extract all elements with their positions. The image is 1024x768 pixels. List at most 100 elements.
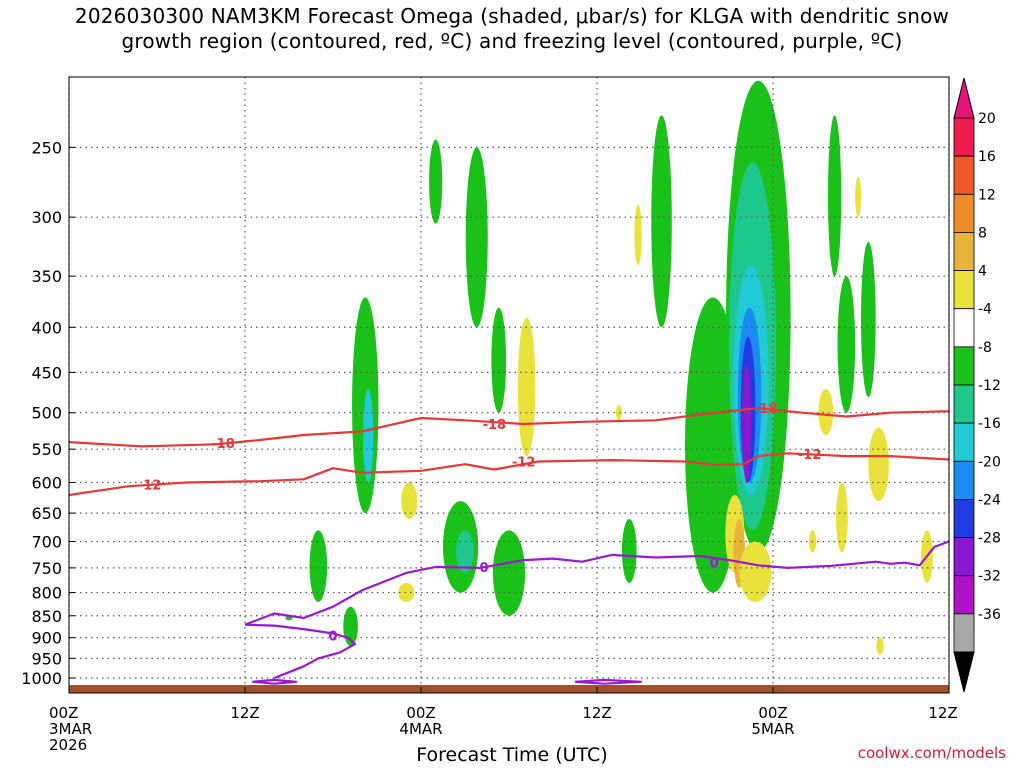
- colorbar-label: -16: [978, 416, 1001, 432]
- colorbar-label: -20: [978, 454, 1001, 470]
- colorbar-swatch: [953, 613, 975, 653]
- colorbar-swatch: [953, 575, 975, 615]
- x-tick-label: 2026: [49, 736, 87, 754]
- y-tick-label: 600: [31, 473, 62, 492]
- colorbar-label: 20: [978, 111, 996, 127]
- y-tick-label: 650: [31, 504, 62, 523]
- colorbar-swatch: [953, 422, 975, 462]
- y-tick-label: 700: [31, 532, 62, 551]
- colorbar-label: 12: [978, 187, 996, 203]
- x-tick-label: 00Z: [406, 704, 435, 722]
- colorbar-bottom-arrow: [953, 651, 975, 693]
- omega-region: [861, 241, 876, 398]
- omega-region: [876, 637, 884, 655]
- plot-gridlines: [68, 77, 950, 693]
- x-tick-label: 12Z: [582, 704, 611, 722]
- colorbar-label: -28: [978, 531, 1001, 547]
- omega-region: [742, 363, 751, 483]
- omega-region: [836, 482, 848, 553]
- contour-label: -12: [798, 448, 822, 463]
- y-tick-label: 850: [31, 607, 62, 626]
- omega-region: [517, 317, 536, 457]
- omega-region: [818, 389, 834, 435]
- omega-region: [739, 541, 772, 603]
- credit-text: coolwx.com/models: [857, 744, 1006, 762]
- y-tick-label: 800: [31, 584, 62, 603]
- colorbar-swatch: [953, 308, 975, 348]
- y-tick-label: 450: [31, 363, 62, 382]
- omega-region: [634, 204, 642, 266]
- omega-region: [309, 530, 328, 603]
- y-tick-label: 900: [31, 629, 62, 648]
- colorbar-swatch: [953, 384, 975, 424]
- contour-label: -18: [483, 418, 507, 433]
- colorbar-swatch: [953, 117, 975, 157]
- omega-region: [492, 530, 526, 616]
- omega-shaded-regions: [285, 80, 933, 655]
- y-tick-label: 400: [31, 318, 62, 337]
- contour-label: 0: [710, 557, 719, 572]
- y-tick-label: 1000: [21, 669, 62, 688]
- omega-region: [343, 606, 358, 647]
- x-tick-label: 12Z: [230, 704, 259, 722]
- y-tick-label: 750: [31, 559, 62, 578]
- omega-region: [491, 307, 507, 413]
- contour-lines: -18 -18 -18 -12 -12 -12 0 0 0: [69, 402, 949, 685]
- omega-region: [837, 276, 856, 413]
- contour-line: [244, 540, 949, 626]
- colorbar-label: -36: [978, 607, 1001, 623]
- y-tick-label: 550: [31, 440, 62, 459]
- x-tick-label: 5MAR: [751, 720, 794, 738]
- colorbar-label: -12: [978, 378, 1001, 394]
- omega-region: [651, 115, 672, 328]
- contour-line: [244, 623, 357, 680]
- colorbar-swatch: [953, 232, 975, 271]
- y-tick-label: 250: [31, 138, 62, 157]
- colorbar-label: -32: [978, 569, 1001, 585]
- x-tick-label: 00Z: [758, 704, 787, 722]
- omega-region: [401, 482, 418, 519]
- colorbar-swatch: [953, 155, 975, 195]
- y-axis-ticks: 250 300 350 400 450 500 550 600 650 700 750 800 850 9…: [21, 138, 75, 688]
- colorbar-label: -4: [978, 302, 992, 318]
- contour-line: [69, 407, 949, 448]
- colorbar-swatch: [953, 460, 975, 500]
- omega-region: [363, 389, 374, 483]
- y-tick-label: 300: [31, 208, 62, 227]
- contour-label: -12: [512, 455, 536, 470]
- x-tick-label: 00Z: [49, 704, 78, 722]
- chart-title-line-1: 2026030300 NAM3KM Forecast Omega (shaded…: [74, 4, 950, 28]
- y-tick-label: 950: [31, 649, 62, 668]
- omega-region: [855, 176, 862, 218]
- x-tick-label: 4MAR: [399, 720, 442, 738]
- colorbar-swatch: [953, 346, 975, 386]
- contour-label: -18: [211, 437, 235, 452]
- colorbar-label: 16: [978, 149, 996, 165]
- colorbar-label: -24: [978, 492, 1001, 508]
- colorbar-swatch: [953, 499, 975, 538]
- colorbar-swatch: [953, 193, 975, 233]
- contour-label: 0: [480, 561, 489, 576]
- contour-label: 0: [328, 630, 337, 645]
- plot-frame: [68, 76, 950, 694]
- contour-line: [252, 678, 298, 685]
- omega-region: [398, 582, 415, 603]
- colorbar-top-arrow: [953, 77, 975, 119]
- x-tick-label: 3MAR: [49, 720, 92, 738]
- contour-label: -12: [138, 478, 162, 493]
- colorbar-label: -8: [978, 340, 992, 356]
- chart-title-line-2: growth region (contoured, red, ºC) and f…: [121, 29, 903, 53]
- colorbar-label: 4: [978, 264, 987, 280]
- colorbar-swatch: [953, 537, 975, 577]
- contour-label: -18: [754, 402, 778, 417]
- colorbar-swatch: [953, 270, 975, 310]
- omega-region: [429, 139, 443, 224]
- omega-region: [465, 147, 488, 328]
- colorbar-label: 8: [978, 225, 987, 241]
- omega-region: [621, 518, 637, 583]
- y-tick-label: 500: [31, 404, 62, 423]
- terrain-ground-band: [69, 685, 949, 693]
- contour-line: [574, 678, 643, 685]
